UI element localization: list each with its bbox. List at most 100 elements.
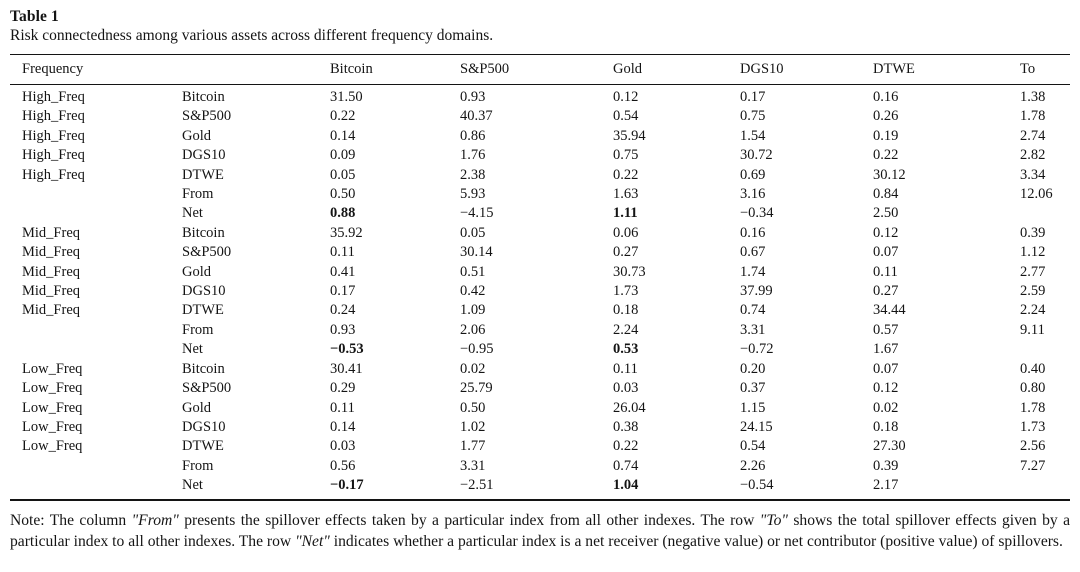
cell-value: 0.07 — [873, 360, 899, 377]
cell-value: 1.63 — [613, 186, 639, 203]
cell-value: 0.12 — [873, 224, 899, 241]
cell-asset: From — [182, 186, 214, 203]
cell-value: 0.67 — [740, 244, 766, 261]
note-segment: indicates whether a particular index is … — [329, 532, 1063, 550]
cell-value: 30.72 — [740, 147, 773, 164]
cell-frequency: Low_Freq — [22, 399, 83, 416]
cell-asset: S&P500 — [182, 244, 232, 261]
cell-value: 2.56 — [1020, 438, 1046, 455]
cell-asset: DTWE — [182, 302, 224, 319]
table-row: From 0.56 3.31 0.74 2.26 0.39 7.27 — [10, 457, 1070, 476]
cell-value: 0.11 — [873, 263, 898, 280]
cell-value: 1.11 — [613, 205, 638, 222]
cell-value: 30.73 — [613, 263, 646, 280]
cell-value: −0.34 — [740, 205, 774, 222]
cell-value: 30.12 — [873, 166, 906, 183]
cell-value: 9.11 — [1020, 321, 1045, 338]
cell-value: 1.38 — [1020, 89, 1046, 105]
table-row: High_Freq DGS10 0.09 1.76 0.75 30.72 0.22 2.82 — [10, 146, 1070, 165]
cell-value: 3.16 — [740, 186, 766, 203]
column-header-bitcoin: Bitcoin — [318, 54, 448, 85]
cell-asset: DGS10 — [182, 147, 226, 164]
note-italic-segment: "From" — [131, 511, 179, 529]
cell-frequency: Mid_Freq — [22, 263, 80, 280]
cell-value: 1.73 — [613, 283, 639, 300]
cell-value: 0.03 — [613, 380, 639, 397]
cell-value: 2.74 — [1020, 127, 1046, 144]
cell-frequency — [10, 185, 170, 204]
cell-value: 35.92 — [330, 224, 363, 241]
cell-value: 0.16 — [873, 89, 899, 105]
cell-value: 35.94 — [613, 127, 646, 144]
table-row: High_Freq DTWE 0.05 2.38 0.22 0.69 30.12 3.34 — [10, 166, 1070, 185]
cell-value: 0.19 — [873, 127, 899, 144]
cell-value: 24.15 — [740, 418, 773, 435]
cell-value: 0.05 — [330, 166, 356, 183]
cell-value — [1008, 204, 1070, 223]
cell-value: 30.41 — [330, 360, 363, 377]
cell-value: 0.42 — [460, 283, 486, 300]
cell-value: 0.57 — [873, 321, 899, 338]
cell-value: 0.22 — [613, 438, 639, 455]
cell-value: 0.11 — [330, 399, 355, 416]
cell-frequency: High_Freq — [22, 89, 85, 105]
cell-asset: Bitcoin — [182, 89, 225, 105]
cell-frequency: Low_Freq — [22, 418, 83, 435]
cell-value: 0.18 — [873, 418, 899, 435]
cell-value: 0.75 — [740, 108, 766, 125]
table-row: High_Freq S&P500 0.22 40.37 0.54 0.75 0.26 1.78 — [10, 107, 1070, 126]
cell-value: 0.75 — [613, 147, 639, 164]
table-row: Net −0.17 −2.51 1.04 −0.54 2.17 — [10, 476, 1070, 499]
cell-value: 2.24 — [613, 321, 639, 338]
table-row: Low_Freq S&P500 0.29 25.79 0.03 0.37 0.12 0.80 — [10, 379, 1070, 398]
cell-value: 2.38 — [460, 166, 486, 183]
cell-value: 2.59 — [1020, 283, 1046, 300]
cell-value: 0.14 — [330, 418, 356, 435]
cell-frequency — [10, 476, 170, 499]
cell-value: 0.53 — [613, 341, 639, 358]
cell-value: 3.31 — [740, 321, 766, 338]
cell-value: 1.73 — [1020, 418, 1046, 435]
column-header-sp500: S&P500 — [448, 54, 601, 85]
cell-value: 1.09 — [460, 302, 486, 319]
cell-asset: S&P500 — [182, 380, 232, 397]
table-title: Table 1 — [10, 8, 59, 25]
table-row: Low_Freq Bitcoin 30.41 0.02 0.11 0.20 0.07 0.40 — [10, 360, 1070, 379]
cell-frequency: Mid_Freq — [22, 224, 80, 241]
cell-value: −0.54 — [740, 477, 774, 494]
cell-frequency: High_Freq — [22, 108, 85, 125]
cell-value: 0.09 — [330, 147, 356, 164]
cell-value: 0.51 — [460, 263, 486, 280]
cell-asset: From — [182, 321, 214, 338]
cell-value: 0.14 — [330, 127, 356, 144]
table-row: Mid_Freq S&P500 0.11 30.14 0.27 0.67 0.07 1.12 — [10, 243, 1070, 262]
cell-value: 34.44 — [873, 302, 906, 319]
cell-frequency: High_Freq — [22, 147, 85, 164]
column-header-to: To — [1008, 54, 1070, 85]
cell-value: 0.41 — [330, 263, 356, 280]
cell-value: 1.78 — [1020, 399, 1046, 416]
cell-value: 0.27 — [873, 283, 899, 300]
table-row: Mid_Freq Gold 0.41 0.51 30.73 1.74 0.11 2.77 — [10, 263, 1070, 282]
cell-value: 0.22 — [330, 108, 356, 125]
cell-value: 2.77 — [1020, 263, 1046, 280]
cell-value: 0.69 — [740, 166, 766, 183]
cell-value: 0.93 — [460, 89, 486, 105]
cell-value: 0.24 — [330, 302, 356, 319]
cell-value: 37.99 — [740, 283, 773, 300]
table-row: From 0.93 2.06 2.24 3.31 0.57 9.11 — [10, 321, 1070, 340]
cell-value: −2.51 — [460, 477, 494, 494]
cell-value: 0.29 — [330, 380, 356, 397]
cell-value: 40.37 — [460, 108, 493, 125]
cell-asset: Net — [182, 341, 203, 358]
cell-value: 0.12 — [873, 380, 899, 397]
table-row: Mid_Freq DTWE 0.24 1.09 0.18 0.74 34.44 2.24 — [10, 301, 1070, 320]
cell-value: 25.79 — [460, 380, 493, 397]
cell-value: 0.54 — [740, 438, 766, 455]
cell-asset: DGS10 — [182, 283, 226, 300]
note-segment: presents the spillover effects taken by … — [178, 511, 760, 529]
cell-value: 2.24 — [1020, 302, 1046, 319]
cell-value: 0.05 — [460, 224, 486, 241]
cell-value: 26.04 — [613, 399, 646, 416]
